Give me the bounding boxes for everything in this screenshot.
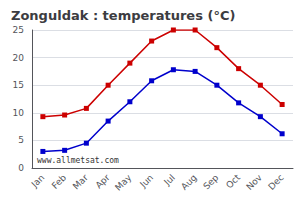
svg-text:Zonguldak : temperatures (°C): Zonguldak : temperatures (°C) [11, 8, 235, 23]
svg-text:Jan: Jan [29, 172, 47, 190]
svg-text:Oct: Oct [224, 172, 242, 190]
svg-text:Apr: Apr [94, 172, 112, 190]
svg-text:15: 15 [13, 80, 24, 90]
svg-text:25: 25 [13, 25, 24, 35]
svg-text:Jun: Jun [137, 172, 155, 190]
svg-text:Feb: Feb [50, 172, 69, 191]
svg-text:10: 10 [13, 108, 25, 118]
svg-text:Dec: Dec [266, 172, 285, 191]
svg-text:0: 0 [18, 163, 24, 173]
svg-text:20: 20 [13, 53, 25, 63]
svg-text:Sep: Sep [201, 172, 220, 191]
svg-text:Aug: Aug [179, 172, 198, 191]
svg-text:www.allmetsat.com: www.allmetsat.com [37, 156, 119, 165]
svg-text:Jul: Jul [161, 172, 176, 187]
svg-text:Nov: Nov [244, 172, 264, 192]
svg-text:May: May [113, 172, 134, 193]
svg-text:Mar: Mar [71, 172, 90, 191]
svg-text:5: 5 [18, 135, 24, 145]
